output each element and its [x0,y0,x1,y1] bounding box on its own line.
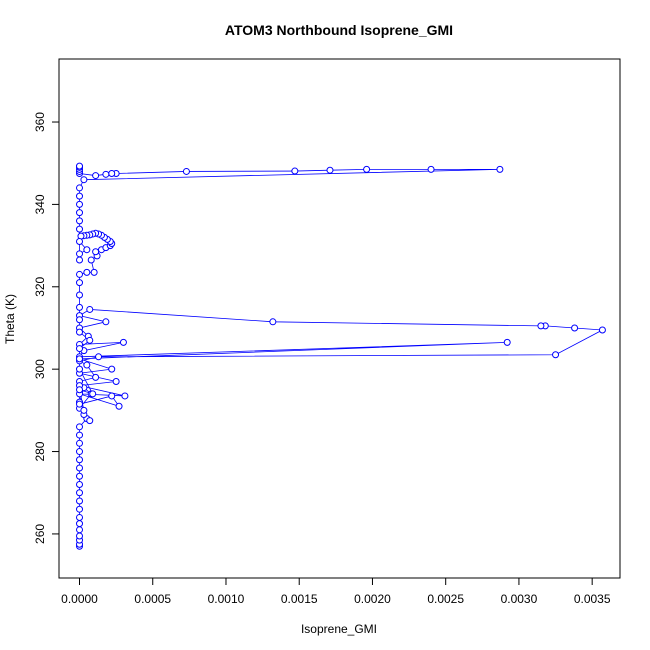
data-point [76,481,84,488]
plot-frame [58,58,621,579]
data-point [108,170,116,178]
data-point [89,390,97,398]
data-point [76,270,84,278]
y-axis: 260 280 300 320 340 360 [33,112,60,544]
data-point [598,326,606,334]
data-point [76,513,84,521]
data-point [503,338,511,346]
data-point [76,472,84,480]
data-point [112,378,120,386]
data-point [102,318,110,326]
data-point [76,250,84,258]
data-point [115,402,123,410]
data-point [86,305,94,313]
data-point [76,209,84,217]
data-point [92,373,100,381]
data-point [76,520,84,528]
data-point [92,172,100,180]
data-point [76,456,84,464]
data-point [427,165,435,173]
data-point [76,345,84,353]
data-point [76,303,84,311]
data-point [76,192,84,200]
data-series [76,162,606,550]
data-point [537,322,545,330]
data-point [76,532,84,540]
x-tick-label: 0.0000 [61,592,98,606]
data-point [80,406,88,414]
data-point [76,439,84,447]
data-point [76,225,84,233]
y-tick-label: 320 [33,276,47,296]
data-point [76,291,84,299]
chart-title: ATOM3 Northbound Isoprene_GMI [225,22,453,38]
y-tick-label: 280 [33,441,47,461]
data-point [571,324,579,332]
data-point [83,246,91,254]
x-tick-label: 0.0015 [281,592,318,606]
data-point [76,237,84,245]
data-point [326,166,334,174]
data-point [95,353,103,361]
data-point [76,355,84,363]
x-axis-label: Isoprene_GMI [301,622,377,636]
data-point [92,248,100,256]
data-point [76,497,84,505]
series-line [78,166,604,547]
data-point [119,338,127,346]
y-axis-label: Theta (K) [3,294,17,344]
data-point [108,392,116,400]
data-point [76,505,84,513]
data-point [76,217,84,225]
x-tick-label: 0.0025 [427,592,464,606]
data-point [108,365,116,373]
data-point [76,162,84,170]
y-tick-label: 360 [33,112,47,132]
data-point [87,256,95,264]
data-point [76,184,84,192]
data-point [76,464,84,472]
data-point [76,448,84,456]
data-point [182,167,190,175]
y-tick-label: 340 [33,194,47,214]
data-point [269,318,277,326]
data-point [76,526,84,534]
data-point [76,316,84,324]
data-point [76,489,84,497]
x-axis: 0.0000 0.0005 0.0010 0.0015 0.0020 0.0025 0.00… [61,577,611,606]
x-tick-label: 0.0030 [501,592,538,606]
x-tick-label: 0.0020 [354,592,391,606]
x-tick-label: 0.0035 [574,592,611,606]
data-point [76,200,84,208]
x-tick-label: 0.0010 [208,592,245,606]
data-point [86,417,94,425]
data-point [83,268,91,276]
data-point [90,268,98,276]
data-point [76,279,84,287]
data-point [76,423,84,431]
data-point [76,400,84,408]
y-tick-label: 300 [33,359,47,379]
data-point [76,386,84,394]
x-tick-label: 0.0005 [134,592,171,606]
data-point [496,165,504,173]
data-point [76,365,84,373]
data-point [76,431,84,439]
data-point [80,176,88,184]
data-point [552,351,560,359]
data-point [83,361,91,369]
data-point [86,336,94,344]
data-point [291,167,299,175]
data-point [121,392,129,400]
data-point [76,256,84,264]
y-tick-label: 260 [33,524,47,544]
data-point [363,165,371,173]
data-point [76,328,84,336]
data-point [102,170,110,178]
